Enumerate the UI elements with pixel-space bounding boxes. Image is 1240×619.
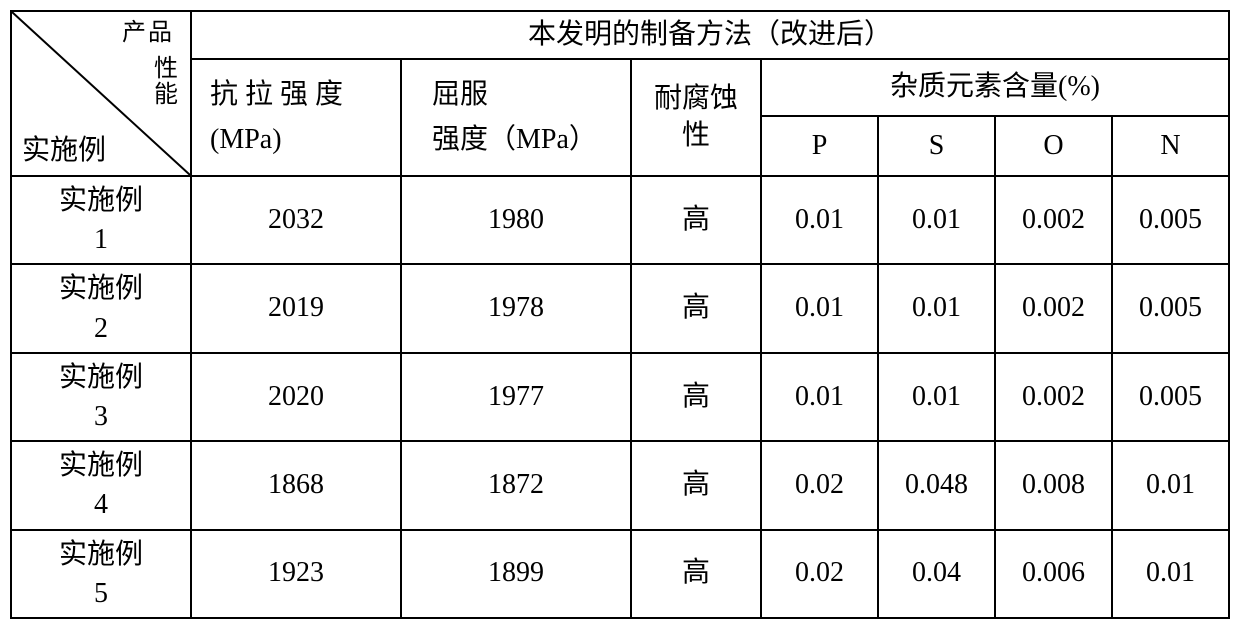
table-row: 实施例 1 2032 1980 高 0.01 0.01 0.002 0.005 xyxy=(11,176,1229,264)
table-row: 实施例 2 2019 1978 高 0.01 0.01 0.002 0.005 xyxy=(11,264,1229,352)
cell-corrosion: 高 xyxy=(631,441,761,529)
cell-o: 0.006 xyxy=(995,530,1112,618)
col-header-corrosion: 耐腐蚀 性 xyxy=(631,59,761,176)
cell-yield: 1980 xyxy=(401,176,631,264)
cell-tensile: 2020 xyxy=(191,353,401,441)
diagonal-header-cell: 产品 性能 实施例 xyxy=(11,11,191,176)
yield-label-line1: 屈服 xyxy=(432,79,488,110)
cell-p: 0.01 xyxy=(761,264,878,352)
cell-yield: 1978 xyxy=(401,264,631,352)
col-header-p: P xyxy=(761,116,878,176)
yield-label-line2: 强度（MPa） xyxy=(432,124,597,155)
row-name-l2: 4 xyxy=(94,489,108,520)
cell-corrosion: 高 xyxy=(631,264,761,352)
cell-p: 0.02 xyxy=(761,441,878,529)
cell-s: 0.01 xyxy=(878,176,995,264)
cell-yield: 1899 xyxy=(401,530,631,618)
cell-o: 0.002 xyxy=(995,176,1112,264)
row-name-l1: 实施例 xyxy=(59,362,143,393)
cell-n: 0.005 xyxy=(1112,264,1229,352)
row-name-l1: 实施例 xyxy=(59,450,143,481)
corrosion-label-line1: 耐腐蚀 xyxy=(654,83,738,114)
row-name-cell: 实施例 4 xyxy=(11,441,191,529)
header-row-1: 产品 性能 实施例 本发明的制备方法（改进后） xyxy=(11,11,1229,59)
row-name-l1: 实施例 xyxy=(59,185,143,216)
cell-corrosion: 高 xyxy=(631,176,761,264)
col-header-impurity-group: 杂质元素含量(%) xyxy=(761,59,1229,116)
cell-s: 0.01 xyxy=(878,353,995,441)
row-name-l2: 5 xyxy=(94,578,108,609)
table-header: 产品 性能 实施例 本发明的制备方法（改进后） 抗 拉 强 度 (MPa) 屈服… xyxy=(11,11,1229,176)
cell-n: 0.005 xyxy=(1112,353,1229,441)
col-header-n: N xyxy=(1112,116,1229,176)
table-body: 实施例 1 2032 1980 高 0.01 0.01 0.002 0.005 … xyxy=(11,176,1229,618)
row-name-l2: 3 xyxy=(94,401,108,432)
cell-p: 0.01 xyxy=(761,176,878,264)
cell-n: 0.01 xyxy=(1112,441,1229,529)
cell-s: 0.01 xyxy=(878,264,995,352)
cell-yield: 1977 xyxy=(401,353,631,441)
table-row: 实施例 4 1868 1872 高 0.02 0.048 0.008 0.01 xyxy=(11,441,1229,529)
materials-properties-table: 产品 性能 实施例 本发明的制备方法（改进后） 抗 拉 强 度 (MPa) 屈服… xyxy=(10,10,1230,619)
cell-n: 0.005 xyxy=(1112,176,1229,264)
cell-p: 0.01 xyxy=(761,353,878,441)
main-title-cell: 本发明的制备方法（改进后） xyxy=(191,11,1229,59)
row-name-cell: 实施例 3 xyxy=(11,353,191,441)
table-row: 实施例 3 2020 1977 高 0.01 0.01 0.002 0.005 xyxy=(11,353,1229,441)
col-header-o: O xyxy=(995,116,1112,176)
diagonal-label-example: 实施例 xyxy=(22,133,106,169)
cell-tensile: 1868 xyxy=(191,441,401,529)
tensile-label-line1: 抗 拉 强 度 xyxy=(210,79,343,110)
cell-tensile: 2032 xyxy=(191,176,401,264)
cell-s: 0.048 xyxy=(878,441,995,529)
corrosion-label-line2: 性 xyxy=(682,120,710,151)
cell-tensile: 2019 xyxy=(191,264,401,352)
cell-p: 0.02 xyxy=(761,530,878,618)
cell-o: 0.002 xyxy=(995,264,1112,352)
diagonal-label-property: 性能 xyxy=(152,56,180,109)
cell-corrosion: 高 xyxy=(631,353,761,441)
col-header-yield: 屈服 强度（MPa） xyxy=(401,59,631,176)
tensile-label-line2: (MPa) xyxy=(210,124,282,155)
cell-n: 0.01 xyxy=(1112,530,1229,618)
row-name-l1: 实施例 xyxy=(59,539,143,570)
cell-tensile: 1923 xyxy=(191,530,401,618)
cell-s: 0.04 xyxy=(878,530,995,618)
col-header-tensile: 抗 拉 强 度 (MPa) xyxy=(191,59,401,176)
cell-yield: 1872 xyxy=(401,441,631,529)
cell-corrosion: 高 xyxy=(631,530,761,618)
row-name-cell: 实施例 1 xyxy=(11,176,191,264)
col-header-s: S xyxy=(878,116,995,176)
table-row: 实施例 5 1923 1899 高 0.02 0.04 0.006 0.01 xyxy=(11,530,1229,618)
row-name-cell: 实施例 5 xyxy=(11,530,191,618)
row-name-cell: 实施例 2 xyxy=(11,264,191,352)
row-name-l2: 2 xyxy=(94,313,108,344)
cell-o: 0.008 xyxy=(995,441,1112,529)
cell-o: 0.002 xyxy=(995,353,1112,441)
header-row-2: 抗 拉 强 度 (MPa) 屈服 强度（MPa） 耐腐蚀 性 杂质元素含量(%) xyxy=(11,59,1229,116)
row-name-l1: 实施例 xyxy=(59,273,143,304)
diagonal-label-product: 产品 xyxy=(122,18,174,49)
row-name-l2: 1 xyxy=(94,224,108,255)
